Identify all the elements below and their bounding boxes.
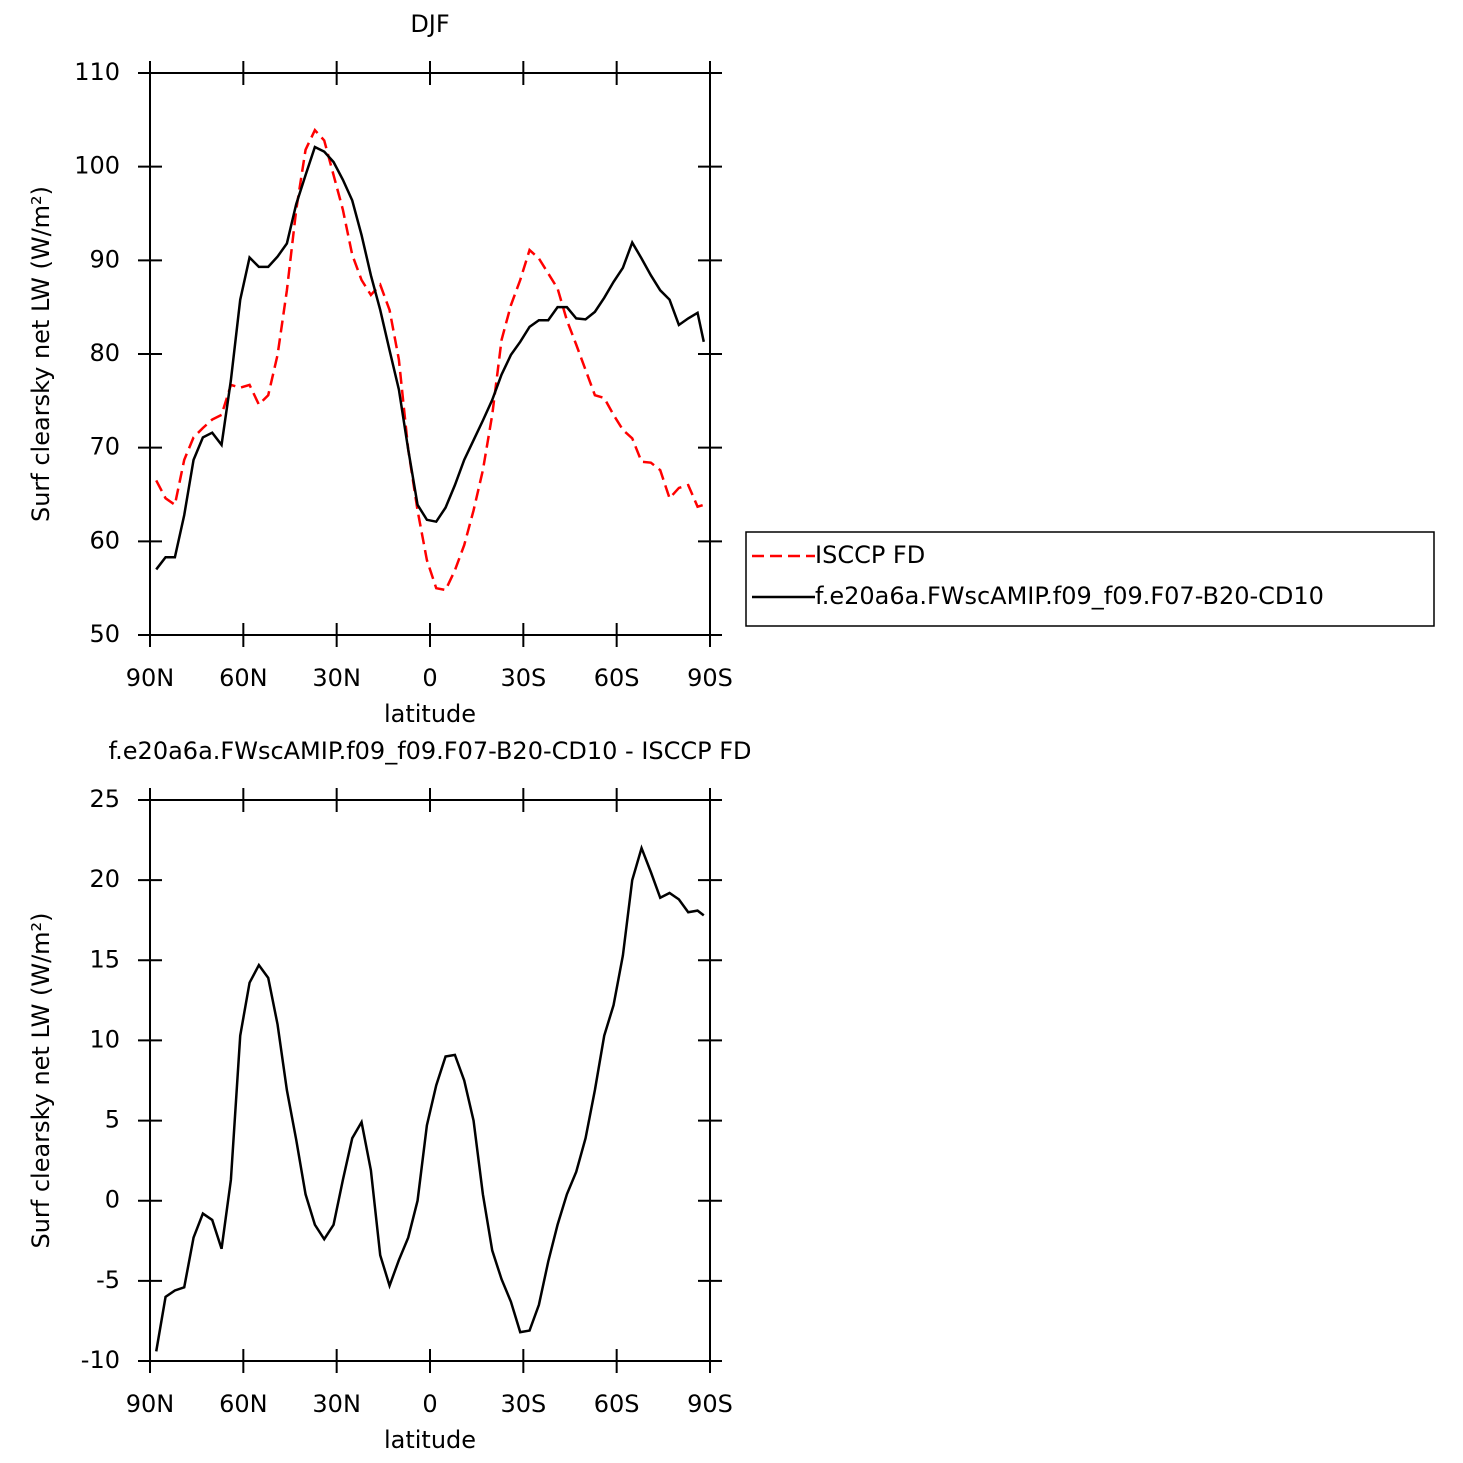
y-axis-label: Surf clearsky net LW (W/m²) xyxy=(27,186,55,522)
y-tick-label: 60 xyxy=(89,526,120,554)
y-tick-label: 80 xyxy=(89,339,120,367)
y-tick-label: 10 xyxy=(89,1025,120,1053)
x-tick-label: 0 xyxy=(422,1390,437,1418)
y-tick-label: -5 xyxy=(96,1266,120,1294)
x-tick-label: 60N xyxy=(219,1390,268,1418)
x-tick-label: 30N xyxy=(312,1390,361,1418)
legend-label: f.e20a6a.FWscAMIP.f09_f09.F07-B20-CD10 xyxy=(815,582,1324,610)
y-tick-label: 110 xyxy=(74,58,120,86)
x-tick-label: 90S xyxy=(687,1390,733,1418)
y-tick-label: 20 xyxy=(89,865,120,893)
y-tick-label: 50 xyxy=(89,620,120,648)
legend-box xyxy=(745,531,1435,627)
y-tick-label: 5 xyxy=(105,1106,120,1134)
plot-frame xyxy=(149,799,711,1362)
legend-label: ISCCP FD xyxy=(815,541,925,569)
y-axis-label: Surf clearsky net LW (W/m²) xyxy=(27,912,55,1248)
x-axis-label: latitude xyxy=(384,1426,476,1454)
data-line xyxy=(155,145,706,571)
y-tick-label: 100 xyxy=(74,152,120,180)
x-tick-label: 30S xyxy=(500,664,546,692)
x-tick-label: 60S xyxy=(594,1390,640,1418)
y-tick-label: 15 xyxy=(89,945,120,973)
x-axis-label: latitude xyxy=(384,700,476,728)
x-tick-label: 30S xyxy=(500,1390,546,1418)
x-tick-label: 90S xyxy=(687,664,733,692)
y-tick-label: 0 xyxy=(105,1186,120,1214)
data-line xyxy=(155,127,705,592)
x-tick-label: 90N xyxy=(126,1390,175,1418)
y-tick-label: 70 xyxy=(89,433,120,461)
y-tick-label: 25 xyxy=(89,785,120,813)
x-tick-label: 60S xyxy=(594,664,640,692)
data-line xyxy=(154,844,705,1352)
y-tick-label: -10 xyxy=(81,1346,120,1374)
x-tick-label: 90N xyxy=(126,664,175,692)
y-tick-label: 90 xyxy=(89,245,120,273)
chart-title: f.e20a6a.FWscAMIP.f09_f09.F07-B20-CD10 -… xyxy=(108,737,751,765)
x-tick-label: 30N xyxy=(312,664,361,692)
chart-title: DJF xyxy=(410,10,449,38)
x-tick-label: 60N xyxy=(219,664,268,692)
x-tick-label: 0 xyxy=(422,664,437,692)
